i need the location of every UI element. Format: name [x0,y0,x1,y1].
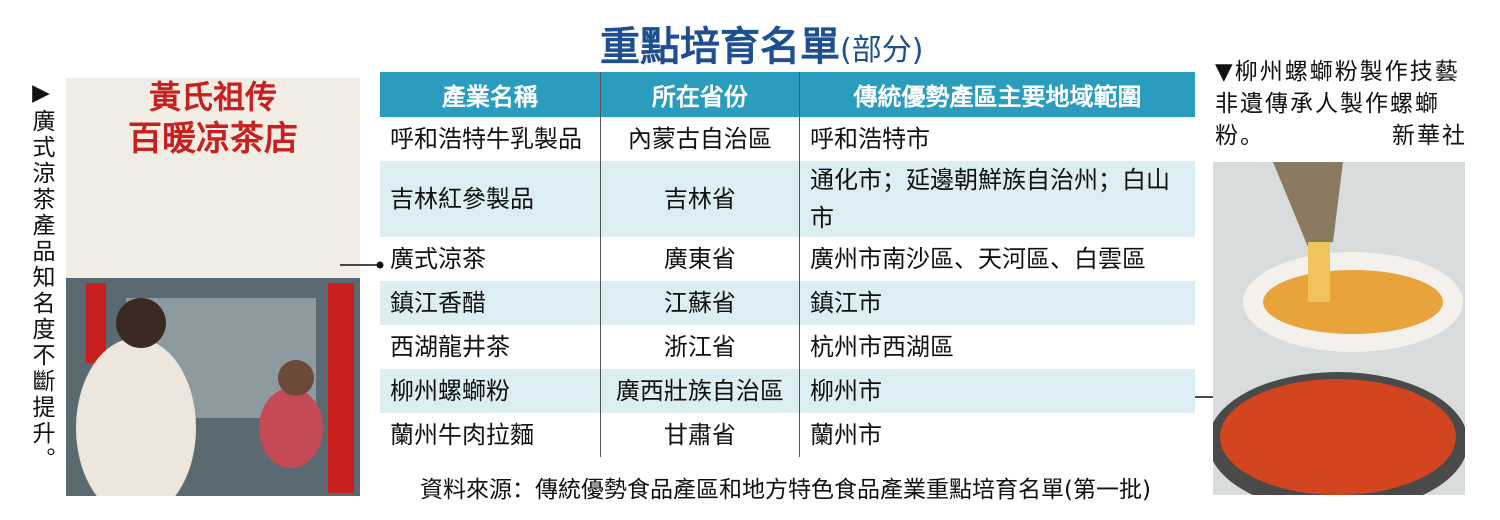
photo-art [1213,162,1465,495]
photo-art: 黃氏祖传 百暖凉茶店 [66,78,360,496]
table-cell: 柳州市 [798,369,1195,413]
left-photo: 黃氏祖传 百暖凉茶店 [66,78,360,496]
title: 重點培育名單 [600,24,840,70]
table-cell: 甘肅省 [599,413,800,457]
table-cell: 杭州市西湖區 [798,325,1195,369]
subtitle: (部分) [840,33,924,68]
table-cell: 呼和浩特牛乳製品 [390,125,582,153]
table-row: 吉林紅參製品 吉林省 通化市；延邊朝鮮族自治州；白山市 [380,161,1195,237]
table-cell: 西湖龍井茶 [390,333,510,361]
caption-text: ▼柳州螺螄粉製作技藝非遺傳承人製作螺螄粉。 [1215,59,1460,149]
table-cell: 內蒙古自治區 [599,117,800,161]
sign-line: 百暖凉茶店 [128,119,298,159]
column-header: 傳統優勢產區主要地域範圍 [798,72,1195,117]
table-cell: 廣西壯族自治區 [599,369,800,413]
table-cell: 廣州市南沙區、天河區、白雲區 [798,237,1195,281]
table-row: 鎮江香醋 江蘇省 鎮江市 [380,281,1195,325]
table-cell: 浙江省 [599,325,800,369]
left-caption: ▶廣式涼茶產品知名度不斷提升。 [28,80,54,473]
credit: 新華社 [1392,123,1467,149]
table-cell: 吉林省 [599,161,800,237]
table-cell: 柳州螺螄粉 [380,369,601,413]
column-header: 所在省份 [599,72,800,117]
right-caption: ▼柳州螺螄粉製作技藝非遺傳承人製作螺螄粉。 新華社 [1215,56,1467,152]
table-row: 柳州螺螄粉 廣西壯族自治區 柳州市 [380,369,1195,413]
table-cell: 蘭州市 [798,413,1195,457]
table-cell: 廣式涼茶 [390,245,486,273]
table-cell: 通化市；延邊朝鮮族自治州；白山市 [798,161,1195,237]
table-row: 呼和浩特牛乳製品 內蒙古自治區 呼和浩特市 [380,117,1195,161]
table-cell: 蘭州牛肉拉麵 [390,421,534,449]
table-cell: 鎮江市 [798,281,1195,325]
table: 產業名稱 所在省份 傳統優勢產區主要地域範圍 呼和浩特牛乳製品 內蒙古自治區 呼和浩特市… [380,72,1195,457]
table-cell: 廣東省 [599,237,800,281]
column-header: 產業名稱 [380,72,601,117]
sign-line: 黃氏祖传 [149,78,277,116]
table-row: 廣式涼茶 廣東省 廣州市南沙區、天河區、白雲區 [380,237,1195,281]
table-row: 蘭州牛肉拉麵 甘肅省 蘭州市 [380,413,1195,457]
right-photo [1213,162,1465,495]
table-row: 西湖龍井茶 浙江省 杭州市西湖區 [380,325,1195,369]
table-cell: 江蘇省 [599,281,800,325]
source: 資料來源：傳統優勢食品產區和地方特色食品產業重點培育名單(第一批) [420,477,1151,503]
table-cell: 吉林紅參製品 [380,161,601,237]
title-block: 重點培育名單(部分) [600,14,923,72]
table-cell: 鎮江香醋 [380,281,601,325]
table-cell: 呼和浩特市 [798,117,1195,161]
